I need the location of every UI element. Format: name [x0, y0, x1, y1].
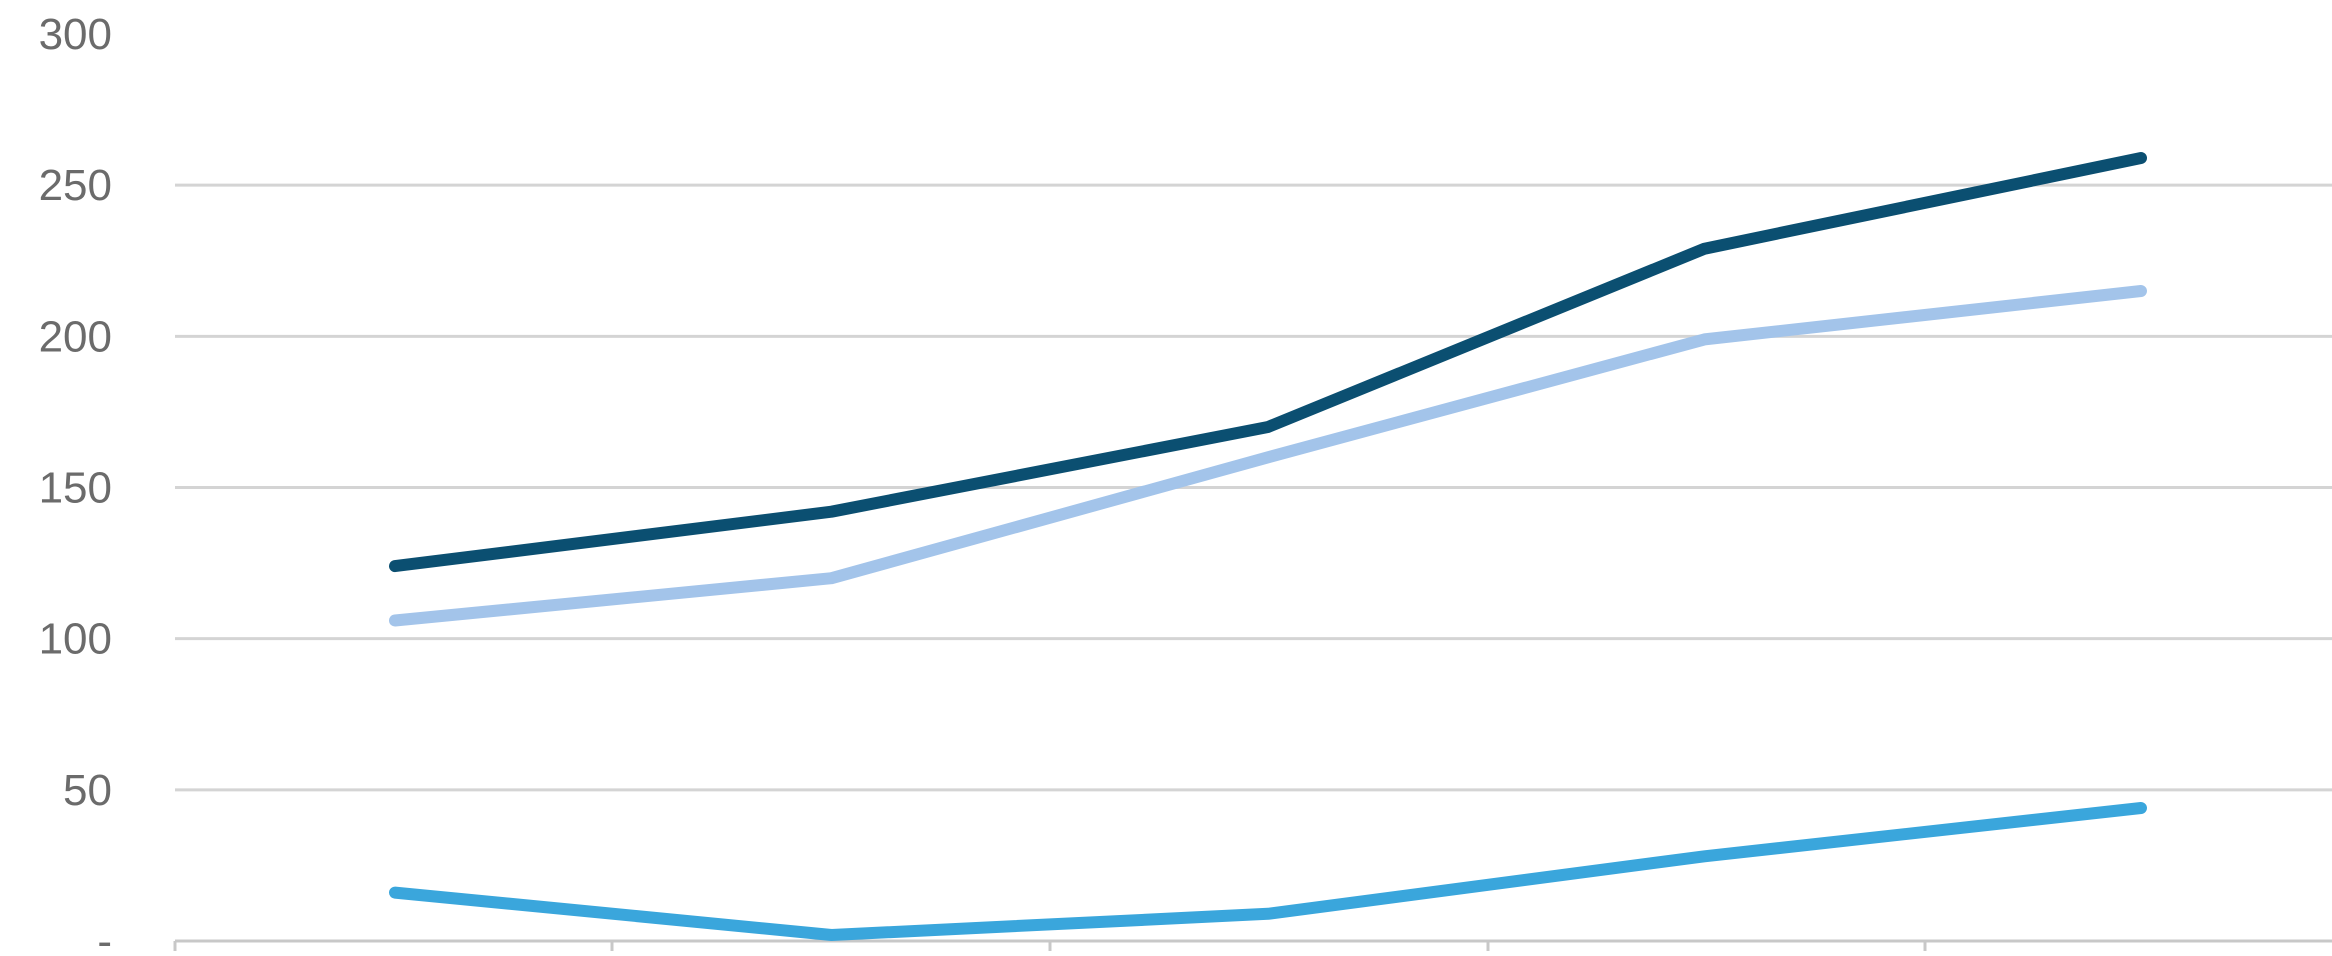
- y-tick-label: 100: [39, 615, 112, 664]
- y-tick-label: 150: [39, 464, 112, 513]
- x-axis: [173, 939, 2332, 955]
- y-tick-label: 50: [63, 766, 112, 815]
- series-lines: [389, 152, 2147, 941]
- y-axis-tick-labels: 300 250 200 150 100 50 -: [39, 10, 112, 956]
- series-line-3: [389, 802, 2147, 941]
- y-tick-label: -: [97, 917, 112, 951]
- series-line-1: [389, 152, 2147, 573]
- gridlines: [175, 183, 2332, 792]
- y-tick-label: 200: [39, 312, 112, 361]
- y-tick-label: 300: [39, 10, 112, 59]
- series-line-2: [389, 285, 2147, 627]
- y-tick-label: 250: [39, 161, 112, 210]
